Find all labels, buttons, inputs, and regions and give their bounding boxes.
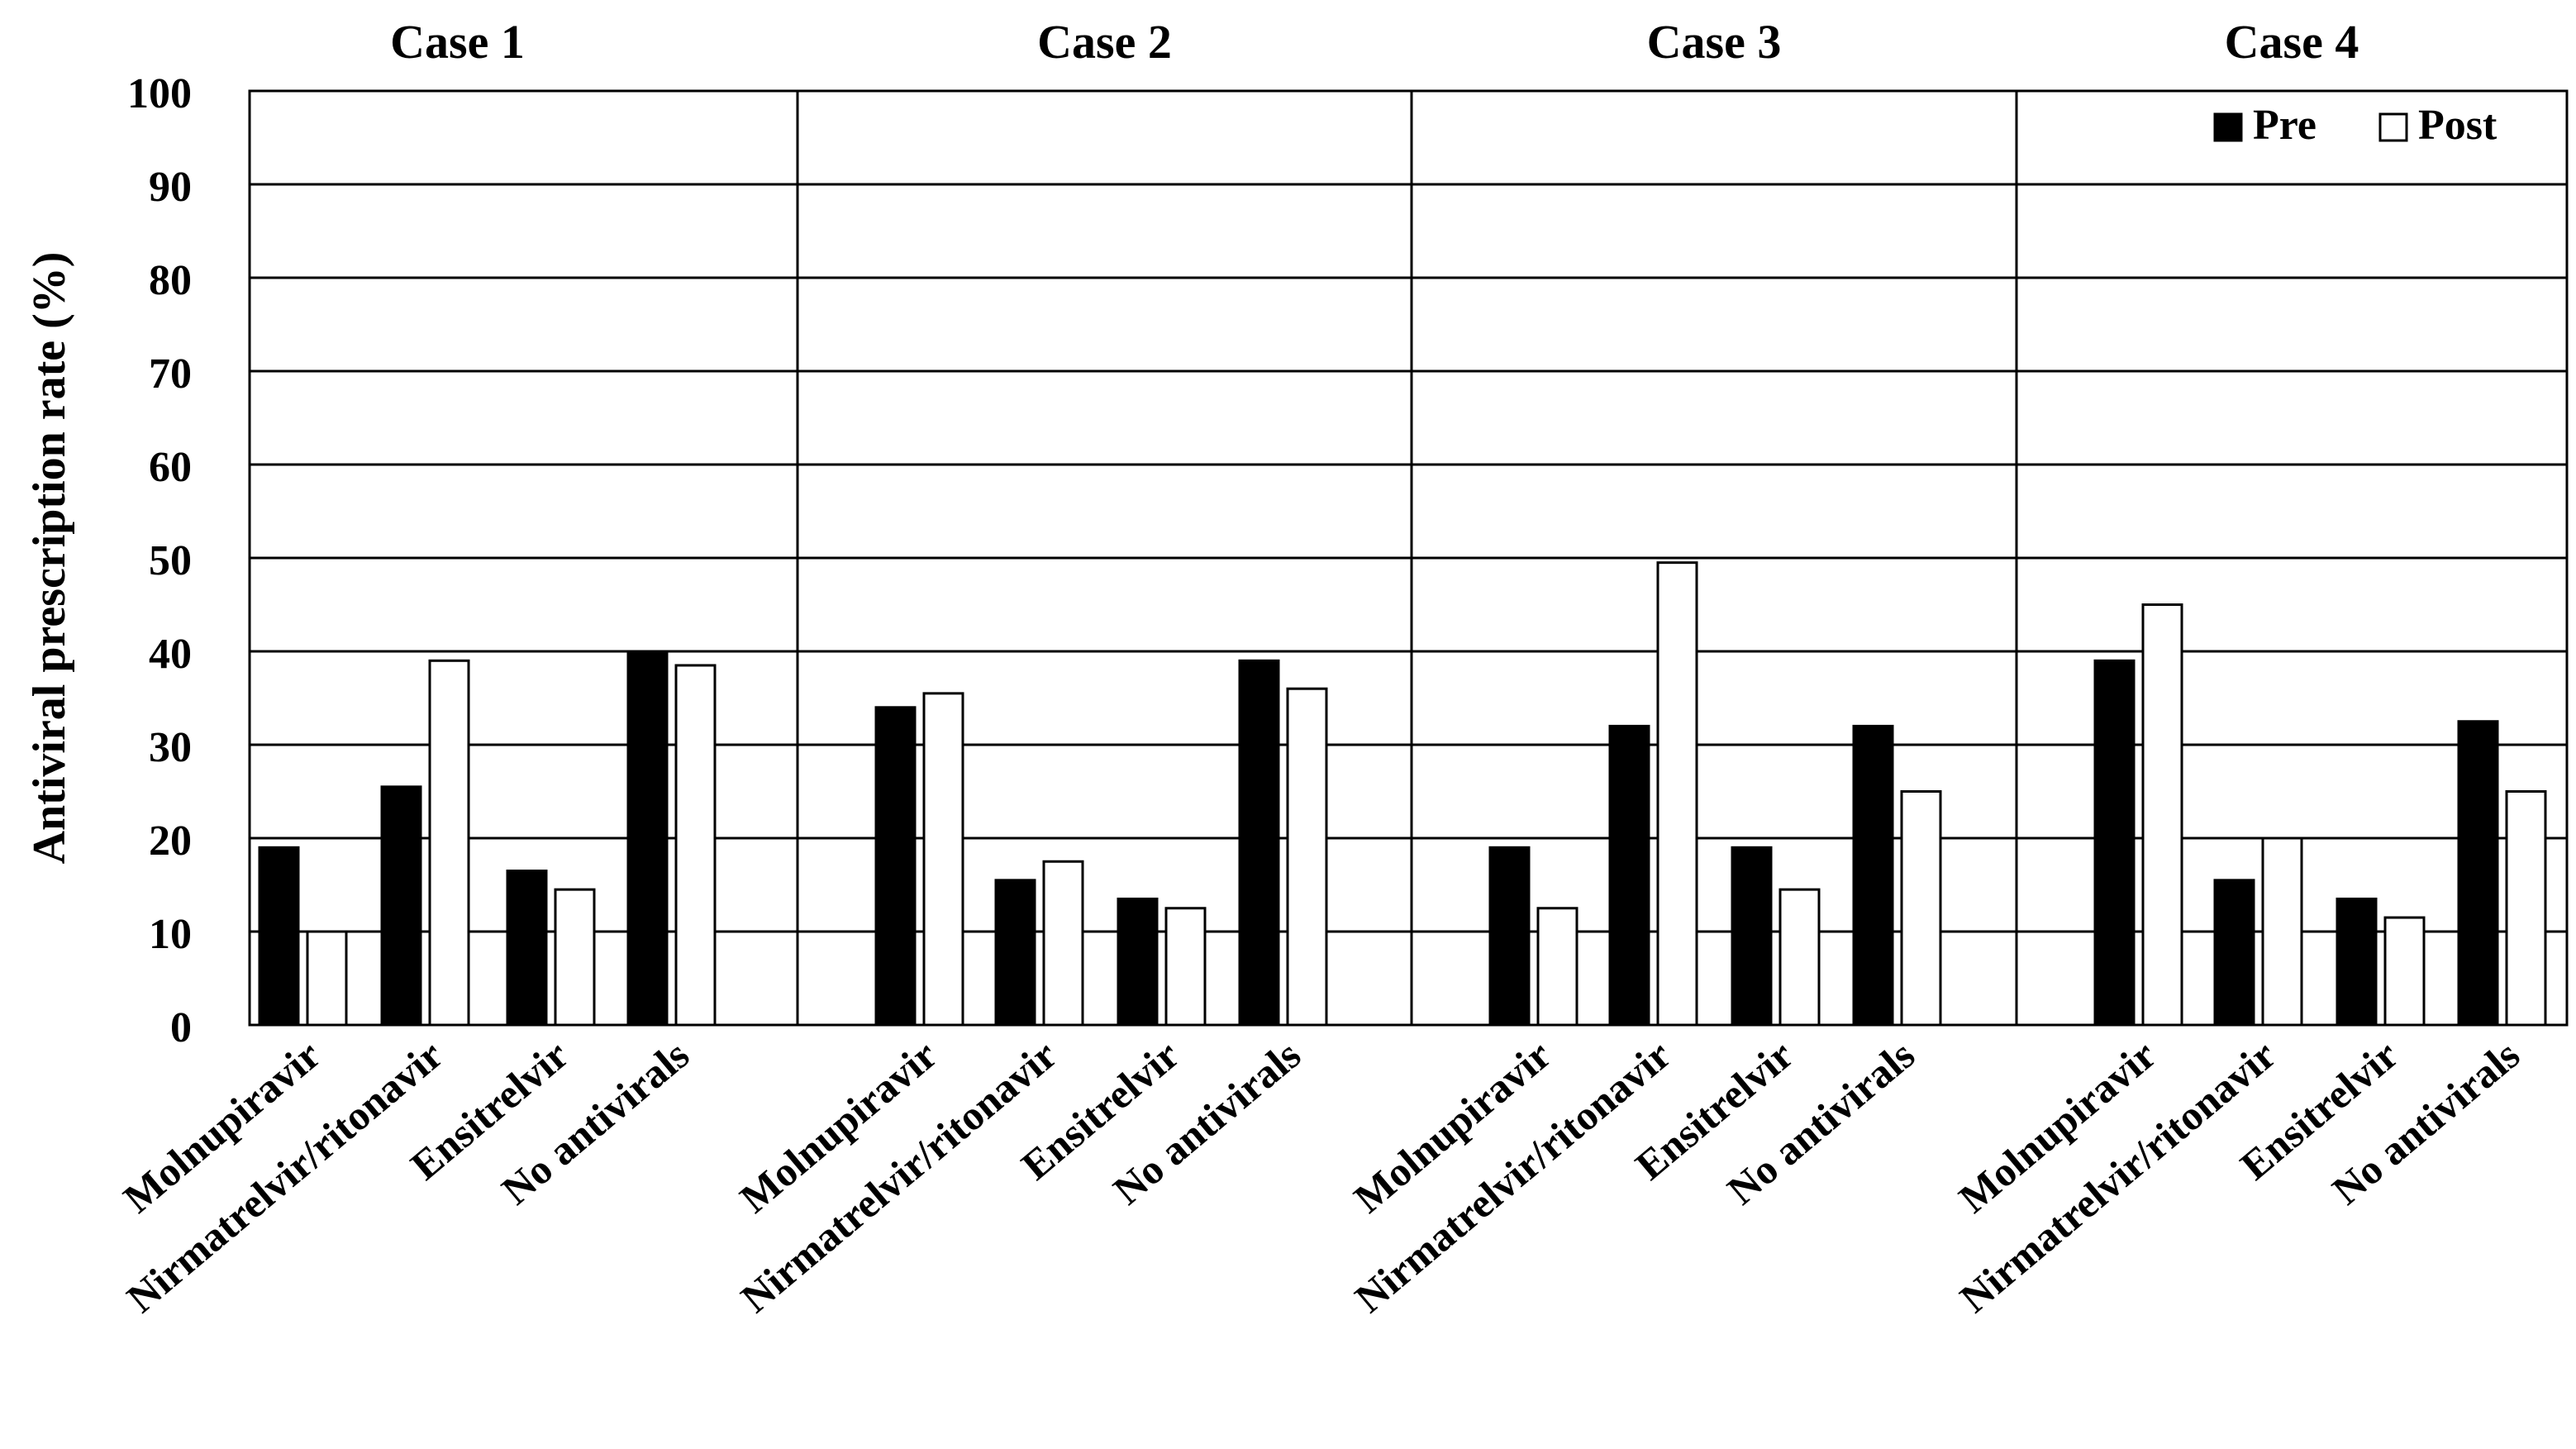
y-tick-label: 50 — [149, 537, 192, 584]
legend-swatch-pre — [2213, 112, 2243, 142]
bar-pre — [1238, 659, 1280, 1027]
bar-post — [2505, 790, 2547, 1027]
y-tick-label: 40 — [149, 631, 192, 678]
bar-pre — [506, 870, 548, 1027]
bar-post — [2383, 916, 2426, 1027]
legend-swatch-post — [2378, 112, 2408, 142]
panel-title: Case 4 — [2225, 15, 2359, 69]
bar-post — [554, 888, 596, 1027]
bar-post — [428, 659, 470, 1027]
bar-post — [1900, 790, 1942, 1027]
legend-label: Post — [2418, 102, 2497, 149]
panel-title: Case 1 — [390, 15, 525, 69]
bar-post — [2261, 837, 2303, 1027]
bar-pre — [2336, 897, 2378, 1027]
y-tick-label: 80 — [149, 257, 192, 304]
panel-title: Case 3 — [1647, 15, 1782, 69]
y-tick-label: 70 — [149, 350, 192, 398]
bar-pre — [2213, 879, 2255, 1027]
panel-title: Case 2 — [1037, 15, 1172, 69]
bar-pre — [1117, 897, 1159, 1027]
bar-pre — [1608, 724, 1650, 1027]
bar-pre — [1852, 724, 1894, 1027]
panel-titles: Case 1 Case 2 Case 3 Case 4 — [390, 15, 2359, 69]
bar-post — [2141, 603, 2183, 1027]
plot-frame — [248, 89, 2569, 1027]
bar-pre — [380, 785, 422, 1027]
bar-pre — [874, 706, 917, 1027]
bar-post — [1656, 561, 1698, 1027]
bars — [258, 561, 2547, 1027]
y-tick-label: 20 — [149, 817, 192, 865]
y-tick-label: 0 — [170, 1004, 192, 1051]
y-tick-label: 10 — [149, 911, 192, 958]
bar-post — [674, 664, 717, 1027]
bar-pre — [258, 846, 300, 1027]
bar-post — [922, 692, 964, 1027]
y-tick-label: 100 — [127, 70, 192, 117]
bar-pre — [1488, 846, 1531, 1027]
y-tick-label: 30 — [149, 724, 192, 771]
bar-post — [306, 930, 348, 1027]
bar-post — [1042, 860, 1084, 1027]
y-tick-label: 90 — [149, 164, 192, 211]
y-tick-labels: 0 10 20 30 40 50 60 70 80 90 100 — [127, 70, 192, 1051]
legend-label: Pre — [2253, 102, 2316, 149]
bar-pre — [1731, 846, 1773, 1027]
bar-pre — [2093, 659, 2136, 1027]
y-axis-label: Antiviral prescription rate (%) — [24, 252, 75, 865]
x-tick-labels: MolnupiravirNirmatrelvir/ritonavirEnsitr… — [115, 1032, 2528, 1322]
bar-post — [1536, 907, 1578, 1027]
bar-post — [1778, 888, 1821, 1027]
gridlines — [250, 183, 2567, 933]
legend: Pre Post — [2213, 102, 2497, 149]
bar-post — [1164, 907, 1207, 1027]
bar-pre — [994, 879, 1036, 1027]
bar-pre — [626, 650, 669, 1027]
bar-post — [1286, 687, 1328, 1027]
y-tick-label: 60 — [149, 444, 192, 491]
bar-pre — [2457, 720, 2499, 1027]
plot-border — [248, 89, 2569, 1027]
